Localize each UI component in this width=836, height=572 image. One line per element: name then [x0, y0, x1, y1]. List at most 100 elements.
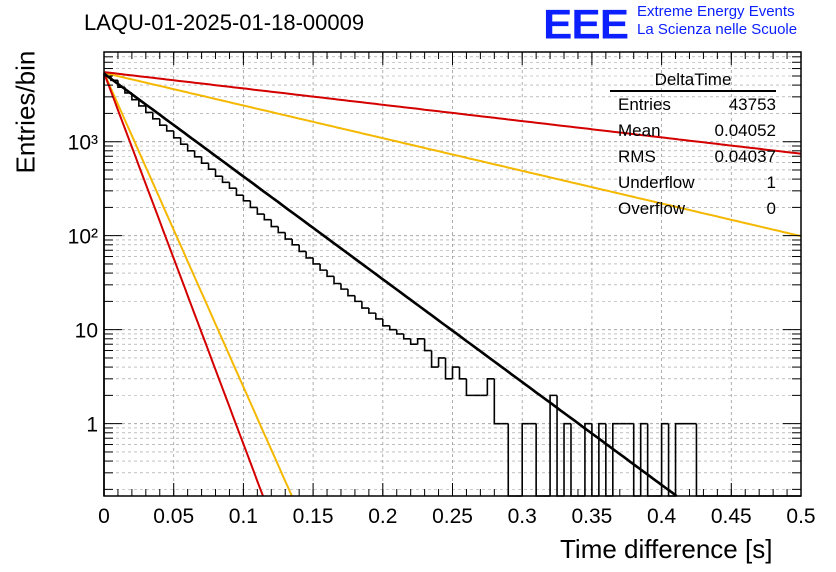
histogram-bin [361, 301, 369, 309]
histogram-bin [612, 422, 620, 496]
histogram-bin [235, 188, 244, 196]
histogram-bin [535, 423, 544, 497]
histogram-bin [375, 313, 383, 320]
stats-row-entries: Entries 43753 [618, 92, 776, 118]
histogram-bin [207, 163, 216, 170]
histogram-bin [242, 195, 251, 202]
stats-row-rms: RMS 0.04037 [618, 144, 776, 170]
histogram-bin [368, 308, 376, 314]
histogram-bin [674, 422, 683, 496]
histogram-bin [646, 423, 655, 497]
histogram-bin [465, 378, 474, 397]
x-tick-label: 0.2 [368, 505, 397, 528]
histogram-bin [270, 219, 279, 228]
histogram-bin [437, 357, 446, 368]
histogram-bin [214, 169, 223, 177]
histogram-bin [416, 337, 425, 345]
stats-label: Mean [618, 121, 661, 140]
y-axis-label: Entries/bin [10, 50, 41, 174]
histogram-bin [667, 423, 676, 497]
histogram-bin [298, 244, 307, 253]
x-tick-label: 0.35 [571, 505, 612, 528]
histogram-bin [263, 214, 272, 221]
x-tick-label: 0.15 [293, 505, 334, 528]
stats-label: Overflow [618, 199, 686, 218]
histogram-bin [388, 325, 397, 331]
histogram-bin [221, 176, 230, 184]
x-tick-label: 0 [98, 505, 110, 528]
histogram-bin [326, 270, 335, 278]
fit-curve-mid_slow [103, 71, 802, 238]
stats-row-overflow: Overflow 0 [618, 196, 776, 222]
histogram-bin [632, 423, 641, 497]
grid-lines [103, 51, 802, 496]
histogram-bin [291, 239, 300, 246]
stats-value: 0 [766, 199, 776, 218]
histogram-bin [486, 378, 495, 396]
histogram-bin [444, 357, 453, 380]
histogram-bin [158, 118, 167, 126]
histogram-bin [521, 422, 530, 496]
stats-row-underflow: Underflow 1 [618, 170, 776, 196]
histogram-bin [249, 200, 258, 209]
fit-curve-upper_slow [103, 71, 802, 155]
fit-curve-mid_fast [103, 72, 293, 497]
histogram-bin [695, 423, 704, 497]
histogram-bin [458, 367, 467, 380]
histogram-bin [172, 130, 181, 139]
x-tick-label: 0.3 [508, 505, 537, 528]
y-tick-label: 1 [86, 414, 98, 437]
fit-curve-lower_fast [103, 72, 264, 497]
y-tick-label: 10 [75, 320, 98, 343]
histogram-bin [598, 422, 606, 496]
stats-value: 43753 [728, 95, 776, 114]
x-tick-label: 0.4 [647, 505, 677, 528]
histogram-bin [186, 144, 195, 152]
fit-curve-fit [103, 72, 678, 498]
histogram-bin [256, 207, 265, 215]
histogram-bin [305, 251, 314, 259]
axis-ticks [103, 51, 802, 496]
histogram-bin [277, 226, 286, 234]
histogram-bin [402, 333, 411, 340]
histogram-bin [145, 105, 153, 114]
y-tick-label: 10³ [68, 132, 98, 155]
x-tick-label: 0.25 [432, 505, 473, 528]
logo-caption-line2: La Scienza nelle Scuole [637, 21, 798, 38]
stats-label: Entries [618, 95, 671, 114]
histogram-bin [138, 99, 146, 107]
x-tick-label: 0.1 [229, 505, 258, 528]
stats-value: 0.04052 [714, 121, 776, 140]
histogram-bin [347, 289, 355, 297]
stats-label: RMS [618, 147, 656, 166]
histogram-bin [605, 423, 613, 497]
y-tick-label: 10² [68, 226, 98, 249]
histogram-bin [660, 422, 669, 496]
histogram-bin [570, 423, 578, 497]
histogram-bin [193, 150, 202, 158]
fit-curves [103, 71, 802, 498]
histogram-bin [395, 329, 404, 335]
stats-label: Underflow [618, 173, 695, 192]
tick-labels: 0 0.05 0.1 0.15 0.2 0.25 0.3 0.35 0.4 0.45 0.51101… [68, 132, 816, 528]
histogram-bin [584, 422, 592, 496]
chart-title: LAQU-01-2025-01-18-00009 [84, 10, 365, 35]
eee-logo: EEE [543, 1, 629, 48]
histogram-bin [165, 125, 174, 132]
stats-box: DeltaTime Entries 43753 Mean 0.04052 RMS… [610, 70, 776, 222]
histogram-bin [382, 318, 390, 327]
histogram-bin [423, 338, 432, 352]
histogram-bin [409, 338, 418, 346]
histogram-bin [340, 283, 348, 290]
histogram-bin [639, 422, 648, 496]
stats-value: 0.04037 [714, 147, 776, 166]
histogram-bin [200, 156, 209, 165]
stats-value: 1 [766, 173, 776, 192]
histogram-bin [179, 137, 188, 146]
histogram-bin [354, 295, 362, 303]
x-tick-label: 0.05 [153, 505, 194, 528]
histogram-bin [493, 378, 502, 425]
histogram-bin [563, 422, 571, 496]
histogram-bin [319, 263, 328, 271]
